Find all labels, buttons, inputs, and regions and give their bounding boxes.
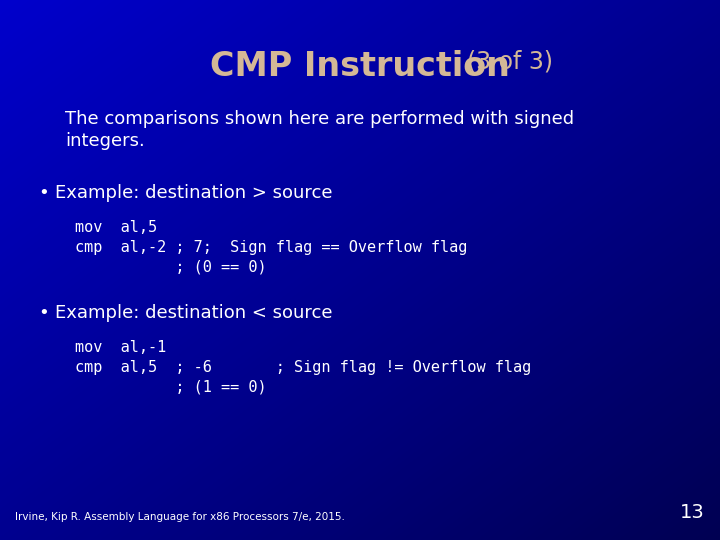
Text: Example: destination > source: Example: destination > source xyxy=(55,184,333,202)
Text: integers.: integers. xyxy=(65,132,145,150)
Text: The comparisons shown here are performed with signed: The comparisons shown here are performed… xyxy=(65,110,574,128)
Text: 13: 13 xyxy=(680,503,705,522)
Text: •: • xyxy=(38,184,49,202)
Text: mov  al,-1: mov al,-1 xyxy=(75,340,166,355)
Text: ; (0 == 0): ; (0 == 0) xyxy=(75,260,266,275)
Text: ; (1 == 0): ; (1 == 0) xyxy=(75,380,266,395)
Text: Example: destination < source: Example: destination < source xyxy=(55,304,333,322)
Text: Irvine, Kip R. Assembly Language for x86 Processors 7/e, 2015.: Irvine, Kip R. Assembly Language for x86… xyxy=(15,512,345,522)
Text: •: • xyxy=(38,304,49,322)
Text: CMP Instruction: CMP Instruction xyxy=(210,50,510,83)
Text: cmp  al,-2 ; 7;  Sign flag == Overflow flag: cmp al,-2 ; 7; Sign flag == Overflow fla… xyxy=(75,240,467,255)
Text: mov  al,5: mov al,5 xyxy=(75,220,157,235)
Text: cmp  al,5  ; -6       ; Sign flag != Overflow flag: cmp al,5 ; -6 ; Sign flag != Overflow fl… xyxy=(75,360,531,375)
Text: (3 of 3): (3 of 3) xyxy=(467,50,553,74)
